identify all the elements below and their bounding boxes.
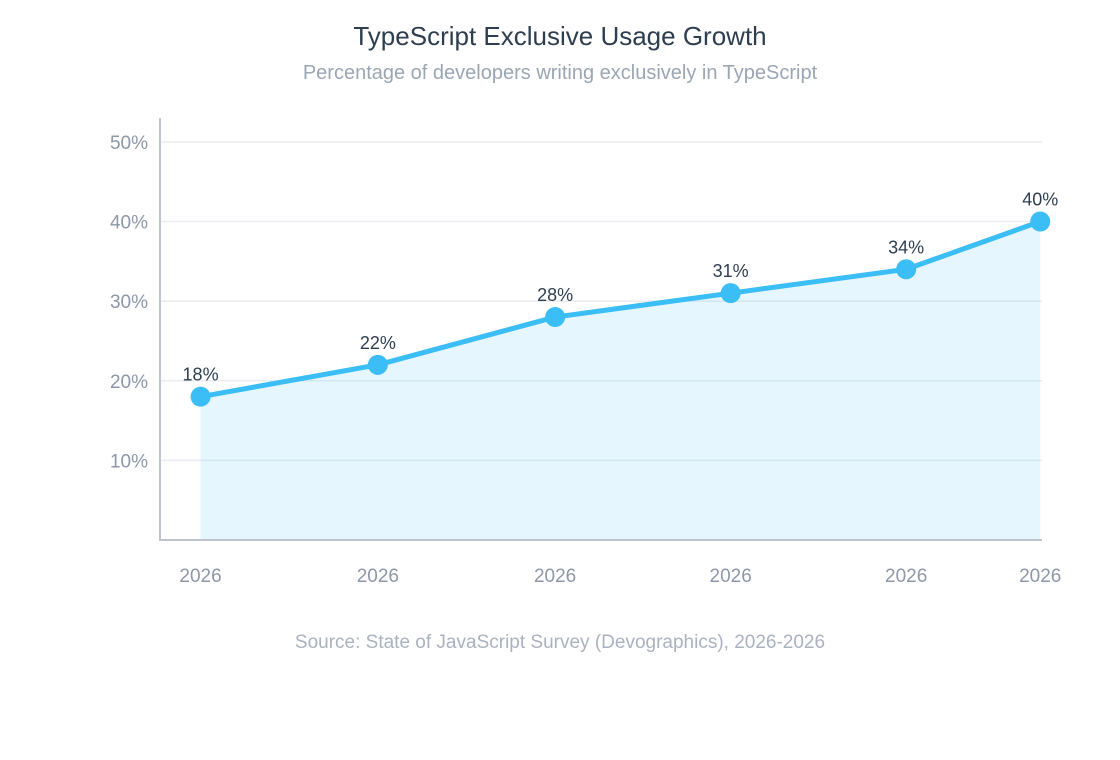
x-axis-tick-label: 2026 [534,566,576,587]
data-point-label: 18% [183,365,219,385]
data-point [896,259,917,280]
data-point [1030,211,1051,232]
data-point [190,386,211,407]
data-point-label: 34% [888,237,924,257]
chart-subtitle: Percentage of developers writing exclusi… [302,62,818,84]
trend-line [198,219,1043,400]
y-axis-tick-label: 50% [110,133,148,154]
data-point-label: 40% [1022,190,1058,210]
y-axis-tick-label: 30% [110,292,148,313]
y-axis-tick-label: 20% [110,372,148,393]
data-point-label: 31% [713,261,749,281]
data-point [720,283,741,304]
data-point-label: 28% [537,285,573,305]
x-axis-tick-label: 2026 [357,566,399,587]
chart-title: TypeScript Exclusive Usage Growth [353,21,767,51]
area-fill [200,221,1041,540]
x-axis-tick-label: 2026 [710,566,752,587]
x-axis-tick-label: 2026 [179,566,221,587]
data-point [545,307,566,328]
data-point-label: 22% [360,333,396,353]
data-point [367,354,388,375]
x-axis-tick-label: 2026 [1019,566,1061,587]
y-axis-tick-label: 10% [110,451,148,472]
chart-source: Source: State of JavaScript Survey (Devo… [294,632,826,653]
x-axis-tick-label: 2026 [885,566,927,587]
y-axis-tick-label: 40% [110,213,148,234]
